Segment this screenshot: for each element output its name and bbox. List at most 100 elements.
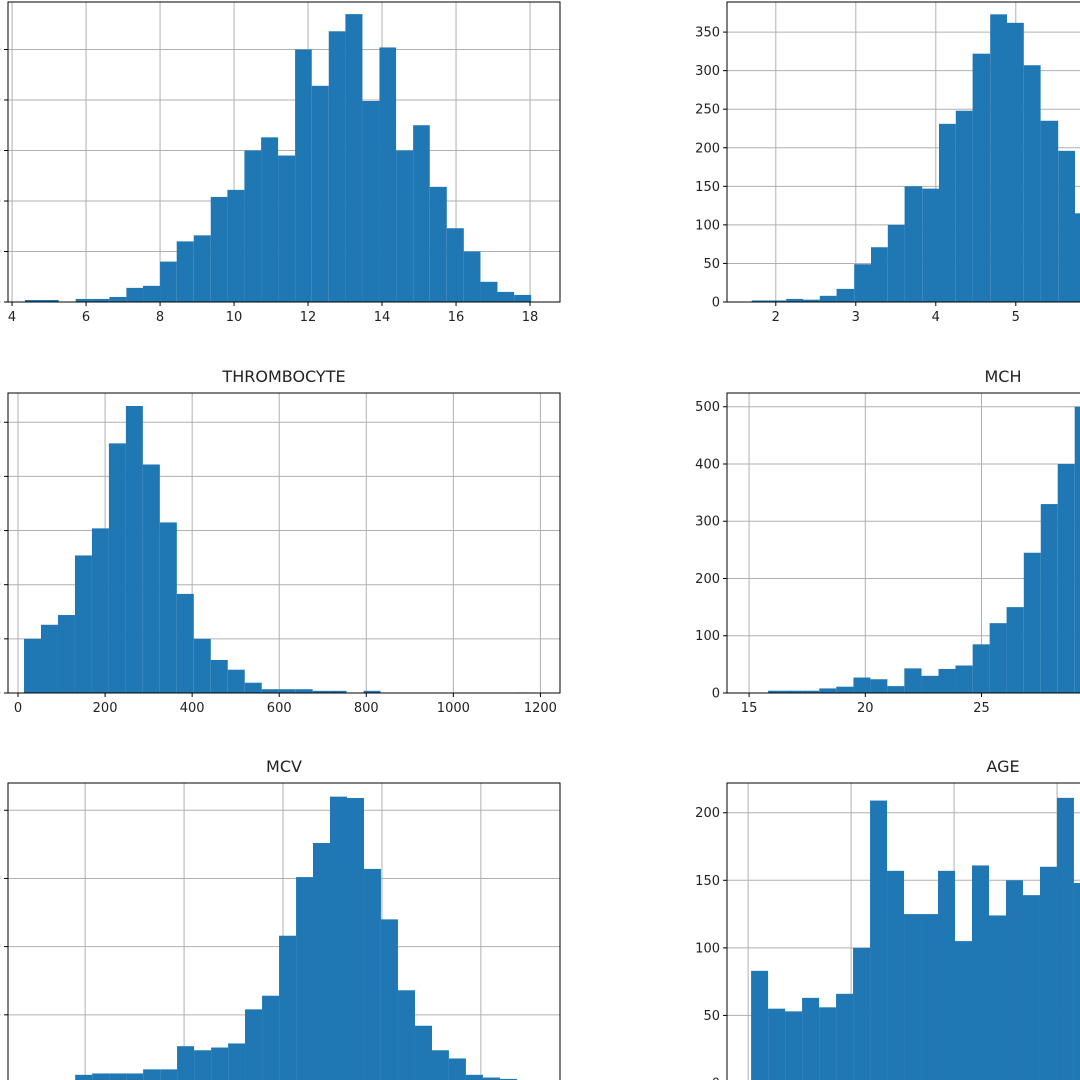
bar xyxy=(853,947,871,1080)
bar xyxy=(142,464,160,693)
x-tick-label: 800 xyxy=(354,701,379,716)
bar xyxy=(768,300,787,302)
y-tick-label: 150 xyxy=(695,874,720,889)
bar xyxy=(160,1069,178,1080)
x-tick-label: 10 xyxy=(226,310,243,325)
bar xyxy=(262,995,280,1080)
x-tick-label: 6 xyxy=(82,310,90,325)
bar xyxy=(227,669,245,693)
bar xyxy=(988,915,1006,1080)
axes-frame xyxy=(726,782,1080,1080)
bar xyxy=(244,682,262,693)
x-tick-label: 8 xyxy=(156,310,164,325)
bar xyxy=(1007,22,1024,302)
y-tick-label: 50 xyxy=(703,257,720,272)
bar xyxy=(990,14,1007,303)
bar xyxy=(42,299,59,302)
bar xyxy=(887,224,905,302)
bar xyxy=(329,690,347,693)
bar xyxy=(210,196,228,302)
bar xyxy=(870,800,888,1080)
bar xyxy=(751,300,769,302)
x-tick-label: 1000 xyxy=(437,701,470,716)
bar xyxy=(955,110,973,302)
bar xyxy=(785,690,803,693)
y-tick-label: 0 xyxy=(712,687,720,702)
y-tick-label: 0 xyxy=(0,296,1,311)
bar xyxy=(143,1069,161,1080)
bar xyxy=(40,624,58,693)
bar xyxy=(429,186,447,302)
y-tick-label: 400 xyxy=(0,470,1,485)
y-tick-label: 0 xyxy=(712,1077,720,1080)
bar xyxy=(836,288,855,302)
bar xyxy=(126,1073,144,1080)
bar xyxy=(972,865,989,1080)
bar xyxy=(160,261,177,302)
bar xyxy=(921,675,939,693)
bar xyxy=(193,638,211,693)
x-tick-label: 0 xyxy=(14,701,22,716)
histogram-panel: 0 100 200 300 400 500 0 200 400 600 800 1000 1200 THR… xyxy=(0,367,561,716)
y-tick-label: 100 xyxy=(0,632,1,647)
bar xyxy=(922,188,939,302)
bar xyxy=(413,125,430,302)
y-tick-label: 300 xyxy=(695,64,720,79)
x-tick-label: 20 xyxy=(857,701,874,716)
histogram-panel: 0501001502000204060AGE xyxy=(695,757,1080,1080)
y-tick-label: 50 xyxy=(703,1009,720,1024)
bar xyxy=(362,100,380,302)
bar xyxy=(125,405,143,693)
x-tick-label: 5 xyxy=(1012,310,1020,325)
bar xyxy=(414,1025,432,1080)
bar xyxy=(92,298,110,302)
bar xyxy=(126,287,144,302)
bar xyxy=(1005,880,1023,1080)
bar xyxy=(938,870,956,1080)
y-tick-label: 200 xyxy=(695,572,720,587)
bar xyxy=(446,228,464,302)
bar xyxy=(768,690,786,693)
bar xyxy=(227,189,245,302)
bar xyxy=(364,868,381,1080)
bar xyxy=(802,997,820,1080)
x-tick-label: 15 xyxy=(741,701,758,716)
bar xyxy=(1056,797,1074,1080)
bar xyxy=(904,186,923,302)
bar xyxy=(786,298,803,302)
y-tick-label: 200 xyxy=(0,578,1,593)
bar xyxy=(245,1009,263,1080)
bar xyxy=(194,1050,212,1080)
x-tick-label: 14 xyxy=(374,310,391,325)
axes-frame xyxy=(7,782,561,1080)
bar xyxy=(939,123,956,303)
x-tick-label: 4 xyxy=(932,310,940,325)
bar xyxy=(463,251,481,302)
bar xyxy=(295,49,312,302)
bar xyxy=(1057,463,1075,693)
bar xyxy=(955,665,973,693)
histogram-panel: 0 50 100 150 200 250 300 350 2 3 4 5 xyxy=(695,1,1080,325)
bar xyxy=(211,1047,229,1080)
bar xyxy=(380,919,398,1080)
bar xyxy=(1023,552,1041,693)
y-tick-label: 500 xyxy=(695,400,720,415)
bar xyxy=(1022,895,1040,1080)
x-tick-label: 400 xyxy=(180,701,205,716)
y-tick-label: 500 xyxy=(0,416,1,431)
bar xyxy=(482,1077,500,1080)
bar xyxy=(328,31,346,302)
bar xyxy=(938,668,956,693)
bar xyxy=(836,686,854,693)
bar xyxy=(278,155,296,302)
histogram-panel: 0 50 100 150 200 250 4 6 8 10 12 14 16 18 xyxy=(0,1,561,325)
y-tick-label: 150 xyxy=(0,872,1,887)
y-tick-label: 400 xyxy=(695,457,720,472)
y-tick-label: 150 xyxy=(695,180,720,195)
bar xyxy=(177,1046,195,1080)
axes-frame xyxy=(7,1,561,303)
bar xyxy=(312,690,330,693)
panel-title: MCV xyxy=(266,757,302,776)
bar xyxy=(330,796,348,1080)
